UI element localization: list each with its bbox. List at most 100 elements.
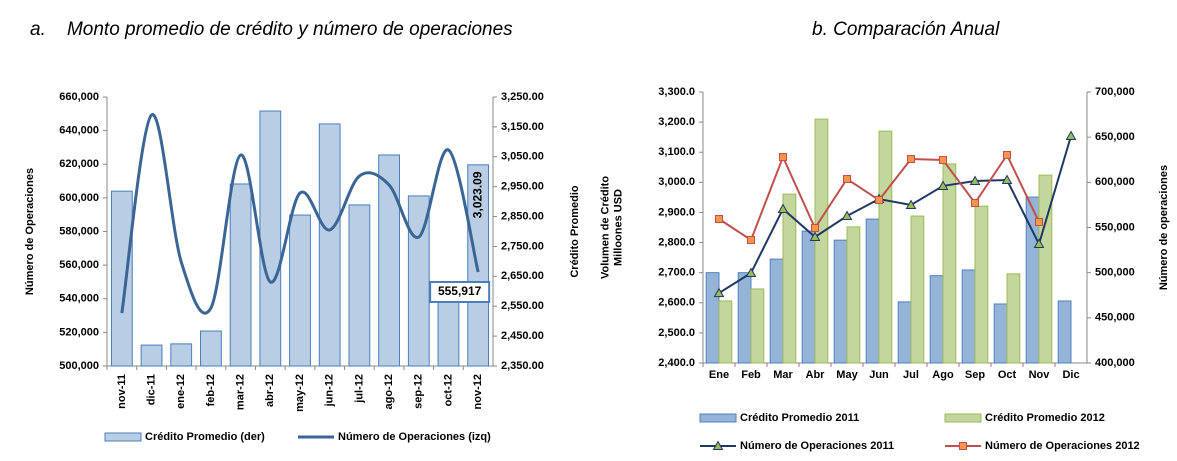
y-axis-label: Volumen de Crédito	[599, 176, 611, 279]
line-series	[120, 113, 480, 315]
x-tick-label: mar-12	[235, 374, 247, 410]
bar	[814, 118, 829, 364]
y-tick-label: 2,700.0	[658, 267, 695, 279]
legend-label: Número de Operaciones 2012	[985, 440, 1140, 452]
point-marker	[971, 199, 979, 208]
point-marker	[809, 231, 821, 241]
x-tick-label: Nov	[1029, 369, 1051, 381]
chart-title: a. Monto promedio de crédito y número de…	[30, 19, 513, 40]
y-tick-label: 560,000	[59, 259, 99, 271]
legend-swatch	[944, 413, 982, 423]
bar	[974, 205, 989, 364]
y-axis-label: Milloones USD	[612, 189, 624, 266]
x-tick-label: Ene	[709, 369, 729, 381]
x-tick-label: Sep	[965, 369, 985, 381]
bar	[1057, 300, 1072, 364]
y2-tick-label: 650,000	[1095, 131, 1135, 143]
x-tick-label: Jul	[903, 369, 919, 381]
bar	[897, 301, 912, 364]
point-marker	[715, 215, 723, 224]
y-tick-label: 2,800.0	[658, 236, 695, 248]
bar	[718, 300, 733, 364]
y-tick-label: 640,000	[59, 125, 99, 137]
y2-tick-label: 2,750.00	[501, 240, 544, 252]
bar	[229, 183, 252, 367]
y-tick-label: 3,100.0	[658, 146, 695, 158]
legend-label: Crédito Promedio 2011	[740, 412, 859, 424]
y2-tick-label: 500,000	[1095, 267, 1135, 279]
legend-swatch	[699, 413, 737, 423]
point-marker	[841, 210, 853, 221]
y2-tick-label: 700,000	[1095, 86, 1135, 98]
point-marker	[939, 156, 947, 165]
y2-tick-label: 2,950.00	[501, 181, 544, 193]
y2-tick-label: 2,850.00	[501, 210, 544, 222]
point-marker	[713, 287, 725, 298]
point-marker	[905, 199, 917, 210]
legend-label: Crédito Promedio 2012	[985, 412, 1105, 424]
point-marker	[959, 442, 967, 450]
point-marker	[745, 267, 757, 278]
point-marker	[875, 196, 883, 205]
x-tick-label: Ago	[932, 369, 954, 381]
x-tick-label: Mar	[773, 369, 793, 381]
y2-tick-label: 3,150.00	[501, 121, 544, 133]
bar	[801, 230, 816, 364]
y2-tick-label: 2,550.00	[501, 300, 544, 312]
y-tick-label: 2,500.0	[658, 327, 695, 339]
y-tick-label: 500,000	[59, 360, 99, 372]
x-tick-label: May	[836, 369, 858, 381]
legend-swatch	[104, 432, 142, 442]
bar	[993, 303, 1008, 364]
x-tick-label: Jun	[869, 369, 889, 381]
value-label-box	[429, 280, 491, 303]
bar	[407, 195, 430, 367]
x-tick-label: Feb	[741, 369, 761, 381]
point-marker	[937, 180, 949, 190]
y2-tick-label: 550,000	[1095, 221, 1135, 233]
legend-label: Número de Operaciones 2011	[740, 440, 894, 452]
bar	[929, 275, 944, 364]
x-tick-label: dic-11	[145, 374, 157, 405]
y-tick-label: 520,000	[59, 326, 99, 338]
bar	[378, 154, 400, 367]
point-marker	[1003, 150, 1011, 159]
bar	[200, 330, 222, 367]
point-marker	[907, 155, 915, 164]
point-marker	[747, 235, 755, 244]
point-marker	[1065, 130, 1077, 140]
x-tick-label: Oct	[998, 369, 1017, 381]
x-tick-label: ene-12	[175, 374, 187, 409]
y2-tick-label: 450,000	[1095, 312, 1135, 324]
point-marker	[777, 203, 789, 213]
bar	[769, 258, 784, 364]
x-tick-label: abr-12	[264, 374, 276, 407]
y-tick-label: 660,000	[59, 91, 99, 103]
x-tick-label: jun-12	[324, 374, 336, 407]
bar	[348, 204, 371, 367]
x-tick-label: oct-12	[442, 374, 454, 406]
bar	[259, 110, 282, 367]
y-tick-label: 3,200.0	[658, 116, 695, 128]
bar	[737, 272, 752, 364]
x-tick-label: nov-12	[472, 374, 484, 409]
x-tick-label: sep-12	[413, 374, 425, 409]
bar	[318, 123, 341, 367]
bar	[1038, 174, 1053, 364]
x-tick-label: Dic	[1062, 369, 1079, 381]
value-label: 3,023.09	[470, 171, 484, 218]
bar	[910, 215, 925, 364]
y2-tick-label: 600,000	[1095, 176, 1135, 188]
bar	[782, 193, 797, 364]
bar	[833, 239, 848, 364]
value-label: 555,917	[438, 284, 482, 298]
y2-tick-label: 400,000	[1095, 357, 1135, 369]
y-tick-label: 2,400.0	[658, 357, 695, 369]
y-tick-label: 580,000	[59, 225, 99, 237]
y-tick-label: 2,900.0	[658, 206, 695, 218]
x-tick-label: Abr	[806, 369, 826, 381]
point-marker	[1033, 238, 1045, 249]
y-tick-label: 540,000	[59, 293, 99, 305]
